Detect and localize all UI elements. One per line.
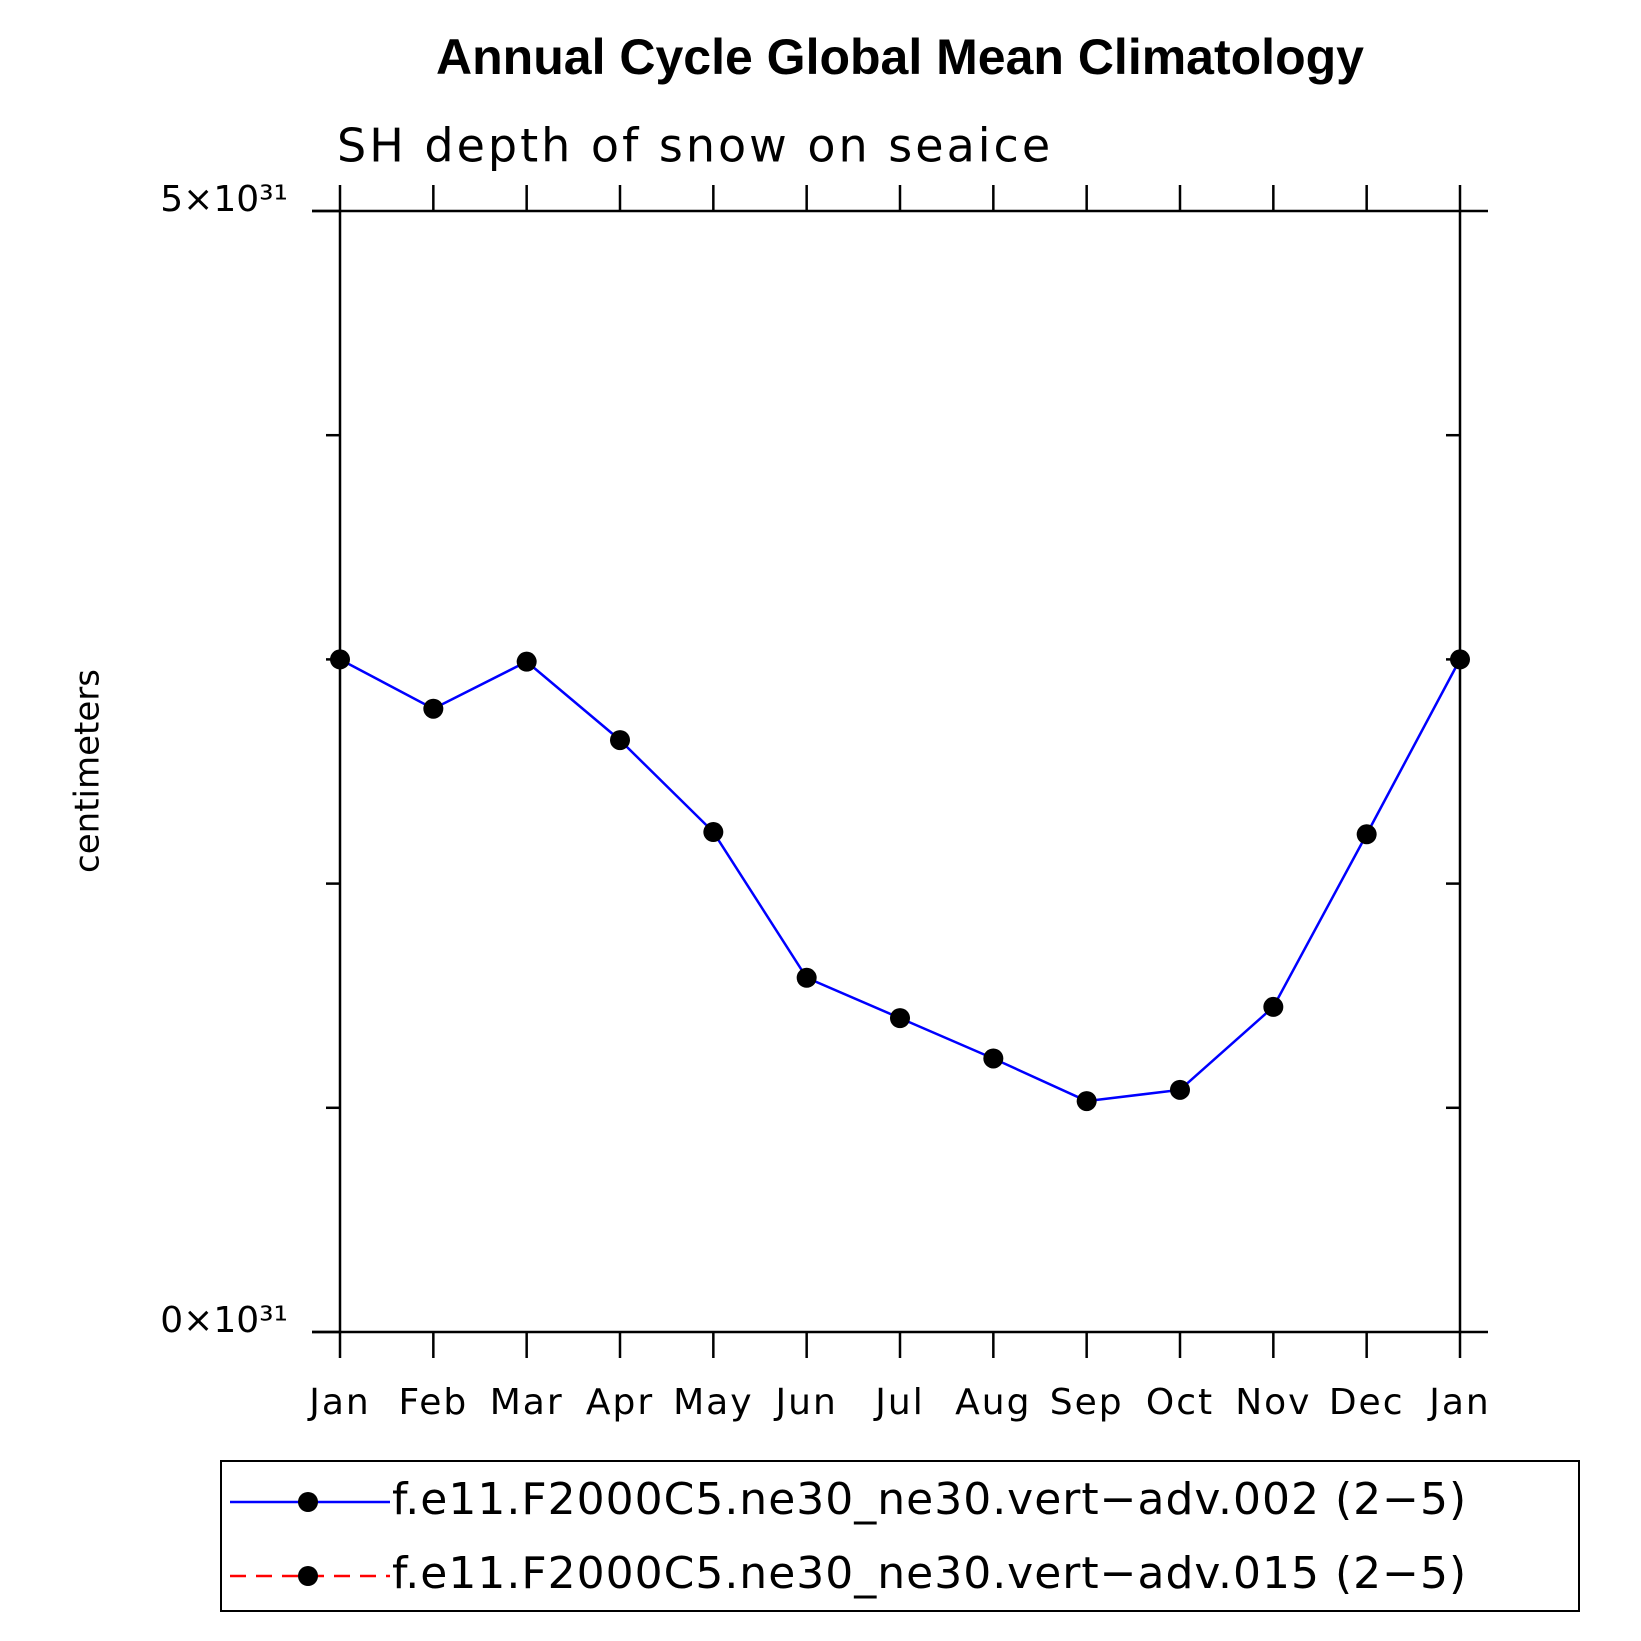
data-point bbox=[1170, 1079, 1190, 1100]
data-point bbox=[330, 649, 350, 670]
legend-label: f.e11.F2000C5.ne30_ne30.vert−adv.002 (2−… bbox=[392, 1474, 1467, 1525]
x-tick-label: Mar bbox=[490, 1382, 564, 1423]
data-point bbox=[1263, 996, 1284, 1017]
x-tick-label: Oct bbox=[1146, 1382, 1214, 1423]
x-tick-label: Jun bbox=[774, 1382, 838, 1423]
data-point bbox=[703, 822, 724, 843]
y-axis-label: centimeters bbox=[68, 669, 108, 873]
data-point bbox=[1450, 649, 1470, 670]
legend-label: f.e11.F2000C5.ne30_ne30.vert−adv.015 (2−… bbox=[392, 1548, 1467, 1599]
x-tick-label: May bbox=[673, 1382, 753, 1423]
y-tick-label: 0×10³¹ bbox=[160, 1300, 288, 1341]
x-tick-label: Feb bbox=[398, 1382, 468, 1423]
x-tick-label: Jan bbox=[1427, 1382, 1491, 1423]
data-point bbox=[1356, 824, 1377, 845]
chart-title: Annual Cycle Global Mean Climatology bbox=[436, 29, 1364, 85]
x-tick-label: Dec bbox=[1329, 1382, 1405, 1423]
x-tick-label: Jul bbox=[873, 1382, 924, 1423]
chart-subtitle: SH depth of snow on seaice bbox=[337, 119, 1053, 173]
data-point bbox=[1076, 1091, 1097, 1112]
x-tick-label: Sep bbox=[1050, 1382, 1124, 1423]
data-point bbox=[890, 1008, 910, 1029]
data-point bbox=[610, 730, 630, 751]
data-point bbox=[983, 1048, 1004, 1069]
legend-marker bbox=[298, 1566, 318, 1586]
x-tick-label: Aug bbox=[955, 1382, 1031, 1423]
series-line bbox=[339, 658, 1462, 1103]
x-tick-label: Nov bbox=[1235, 1382, 1311, 1423]
legend-marker bbox=[298, 1492, 318, 1512]
legend-box bbox=[220, 1460, 1580, 1612]
x-tick-label: Apr bbox=[586, 1382, 654, 1423]
x-tick-label: Jan bbox=[307, 1382, 371, 1423]
data-point bbox=[516, 651, 537, 672]
y-tick-label: 5×10³¹ bbox=[160, 179, 288, 220]
data-point bbox=[796, 967, 817, 988]
data-point bbox=[423, 698, 444, 719]
